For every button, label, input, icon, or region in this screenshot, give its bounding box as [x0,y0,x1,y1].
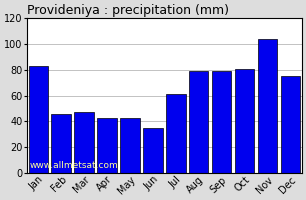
Bar [189,71,208,173]
Bar [97,118,117,173]
Text: Provideniya : precipitation (mm): Provideniya : precipitation (mm) [27,4,229,17]
Bar [143,128,162,173]
Bar [120,118,140,173]
Bar [28,66,48,173]
Bar [166,94,185,173]
Text: www.allmetsat.com: www.allmetsat.com [30,161,118,170]
Bar [212,71,231,173]
Bar [258,39,277,173]
Bar [235,69,254,173]
Bar [51,114,71,173]
Bar [281,76,300,173]
Bar [74,112,94,173]
